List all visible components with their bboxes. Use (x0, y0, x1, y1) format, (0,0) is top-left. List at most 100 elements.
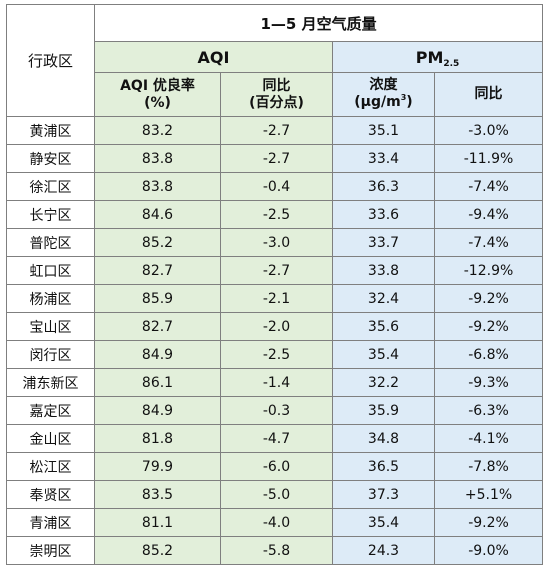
aqi-rate-cell: 83.8 (94, 172, 221, 201)
aqi-yoy-cell: -2.0 (220, 312, 333, 341)
pm25-concentration-cell: 33.4 (332, 144, 435, 173)
pm25-unit-sup: 3 (400, 93, 407, 102)
aqi-rate-cell: 81.8 (94, 424, 221, 453)
district-cell: 普陀区 (6, 228, 95, 257)
aqi-yoy-cell: -2.5 (220, 200, 333, 229)
aqi-rate-cell: 79.9 (94, 452, 221, 481)
aqi-yoy-cell: -3.0 (220, 228, 333, 257)
pm25-concentration-cell: 37.3 (332, 480, 435, 509)
aqi-rate-header: AQI 优良率 (%) (94, 72, 221, 117)
table-row: 虹口区 82.7 -2.7 33.8 -12.9% (6, 256, 544, 285)
table-row: 闵行区 84.9 -2.5 35.4 -6.8% (6, 340, 544, 369)
group-header-row: AQI PM2.5 (7, 41, 544, 73)
aqi-yoy-header-line2: (百分点) (249, 94, 304, 111)
pm25-concentration-cell: 35.6 (332, 312, 435, 341)
pm25-yoy-cell: -9.4% (433, 200, 544, 229)
pm25-concentration-header: 浓度 (μg/m3) (332, 72, 435, 117)
district-cell: 黄浦区 (6, 116, 95, 145)
aqi-group-header: AQI (94, 41, 333, 73)
aqi-yoy-cell: -2.1 (220, 284, 333, 313)
district-cell: 静安区 (6, 144, 95, 173)
district-cell: 宝山区 (6, 312, 95, 341)
aqi-rate-cell: 83.8 (94, 144, 221, 173)
aqi-yoy-cell: -0.4 (220, 172, 333, 201)
table-row: 奉贤区 83.5 -5.0 37.3 +5.1% (6, 480, 544, 509)
air-quality-table: 行政区 1—5 月空气质量 AQI PM2.5 AQI 优良率 (%) 同比 (… (6, 4, 544, 565)
aqi-rate-header-line2: (%) (144, 94, 171, 111)
pm25-yoy-cell: -3.0% (433, 116, 544, 145)
aqi-rate-cell: 82.7 (94, 312, 221, 341)
pm25-concentration-cell: 36.3 (332, 172, 435, 201)
pm25-concentration-cell: 32.2 (332, 368, 435, 397)
aqi-yoy-cell: -0.3 (220, 396, 333, 425)
table-row: 浦东新区 86.1 -1.4 32.2 -9.3% (6, 368, 544, 397)
pm25-yoy-cell: -9.2% (433, 284, 544, 313)
aqi-rate-cell: 83.2 (94, 116, 221, 145)
table-row: 静安区 83.8 -2.7 33.4 -11.9% (6, 144, 544, 173)
pm25-concentration-cell: 33.7 (332, 228, 435, 257)
table-row: 崇明区 85.2 -5.8 24.3 -9.0% (6, 536, 544, 565)
pm25-yoy-cell: -7.4% (433, 172, 544, 201)
district-cell: 嘉定区 (6, 396, 95, 425)
aqi-rate-header-line1: AQI 优良率 (120, 77, 195, 94)
aqi-yoy-cell: -2.7 (220, 116, 333, 145)
aqi-yoy-cell: -6.0 (220, 452, 333, 481)
district-cell: 浦东新区 (6, 368, 95, 397)
pm25-yoy-cell: -6.8% (433, 340, 544, 369)
pm25-concentration-cell: 33.8 (332, 256, 435, 285)
aqi-yoy-cell: -1.4 (220, 368, 333, 397)
aqi-yoy-header: 同比 (百分点) (220, 72, 333, 117)
aqi-yoy-cell: -5.0 (220, 480, 333, 509)
table-row: 杨浦区 85.9 -2.1 32.4 -9.2% (6, 284, 544, 313)
table-row: 松江区 79.9 -6.0 36.5 -7.8% (6, 452, 544, 481)
pm25-yoy-cell: -9.2% (433, 508, 544, 537)
pm25-concentration-cell: 35.4 (332, 340, 435, 369)
table-row: 黄浦区 83.2 -2.7 35.1 -3.0% (6, 116, 544, 145)
aqi-rate-cell: 85.9 (94, 284, 221, 313)
district-cell: 金山区 (6, 424, 95, 453)
pm25-group-header: PM2.5 (331, 41, 544, 73)
sub-header-row: AQI 优良率 (%) 同比 (百分点) 浓度 (μg/m3) 同比 (7, 72, 544, 117)
aqi-rate-cell: 84.9 (94, 396, 221, 425)
table-row: 金山区 81.8 -4.7 34.8 -4.1% (6, 424, 544, 453)
pm25-yoy-cell: -7.4% (433, 228, 544, 257)
pm25-yoy-cell: -12.9% (433, 256, 544, 285)
table-body: 行政区 1—5 月空气质量 AQI PM2.5 AQI 优良率 (%) 同比 (… (6, 4, 544, 565)
aqi-yoy-cell: -4.7 (220, 424, 333, 453)
pm25-yoy-cell: -9.2% (433, 312, 544, 341)
pm25-yoy-cell: -7.8% (433, 452, 544, 481)
aqi-yoy-header-line1: 同比 (262, 77, 291, 94)
table-row: 青浦区 81.1 -4.0 35.4 -9.2% (6, 508, 544, 537)
pm25-concentration-cell: 32.4 (332, 284, 435, 313)
table-title: 1—5 月空气质量 (93, 4, 544, 42)
pm25-yoy-cell: -11.9% (433, 144, 544, 173)
aqi-yoy-cell: -2.7 (220, 256, 333, 285)
district-cell: 奉贤区 (6, 480, 95, 509)
aqi-rate-cell: 85.2 (94, 228, 221, 257)
district-cell: 长宁区 (6, 200, 95, 229)
air-quality-table-container: 行政区 1—5 月空气质量 AQI PM2.5 AQI 优良率 (%) 同比 (… (6, 4, 544, 570)
table-row: 普陀区 85.2 -3.0 33.7 -7.4% (6, 228, 544, 257)
pm25-yoy-cell: -4.1% (433, 424, 544, 453)
pm25-subscript: 2.5 (443, 58, 460, 69)
pm25-unit-post: ) (406, 94, 413, 110)
aqi-rate-cell: 84.9 (94, 340, 221, 369)
pm25-concentration-cell: 33.6 (332, 200, 435, 229)
pm25-label: PM (415, 47, 444, 67)
district-cell: 闵行区 (6, 340, 95, 369)
table-row: 嘉定区 84.9 -0.3 35.9 -6.3% (6, 396, 544, 425)
table-row: 长宁区 84.6 -2.5 33.6 -9.4% (6, 200, 544, 229)
aqi-yoy-cell: -4.0 (220, 508, 333, 537)
pm25-concentration-cell: 35.9 (332, 396, 435, 425)
aqi-yoy-cell: -5.8 (220, 536, 333, 565)
aqi-rate-cell: 85.2 (94, 536, 221, 565)
district-cell: 崇明区 (6, 536, 95, 565)
aqi-rate-cell: 82.7 (94, 256, 221, 285)
pm25-concentration-cell: 24.3 (332, 536, 435, 565)
pm25-yoy-cell: +5.1% (433, 480, 544, 509)
table-row: 宝山区 82.7 -2.0 35.6 -9.2% (6, 312, 544, 341)
pm25-concentration-header-line1: 浓度 (369, 77, 398, 93)
district-cell: 虹口区 (6, 256, 95, 285)
pm25-yoy-cell: -6.3% (433, 396, 544, 425)
pm25-yoy-cell: -9.0% (433, 536, 544, 565)
